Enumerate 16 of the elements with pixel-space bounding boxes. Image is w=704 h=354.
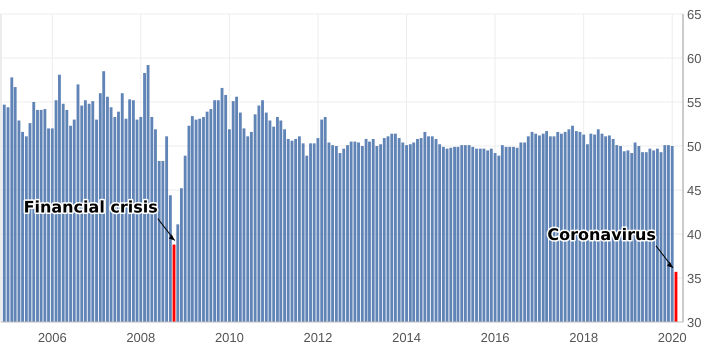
x-tick-label: 2010: [214, 330, 244, 345]
x-tick-label: 2006: [38, 330, 67, 345]
x-tick-label: 2014: [392, 330, 422, 345]
x-tick-label: 2012: [303, 330, 332, 345]
y-tick-label: 65: [687, 7, 702, 22]
y-tick-label: 50: [687, 139, 702, 154]
y-tick-label: 45: [687, 183, 702, 198]
y-tick-label: 60: [687, 51, 702, 66]
y-tick-label: 30: [687, 315, 702, 330]
x-tick-label: 2020: [658, 330, 687, 345]
x-tick-label: 2018: [569, 330, 598, 345]
x-tick-label: 2008: [126, 330, 156, 345]
x-tick-label: 2016: [480, 330, 510, 345]
y-tick-label: 55: [687, 95, 702, 110]
y-tick-label: 35: [687, 271, 702, 286]
y-tick-label: 40: [687, 227, 702, 242]
